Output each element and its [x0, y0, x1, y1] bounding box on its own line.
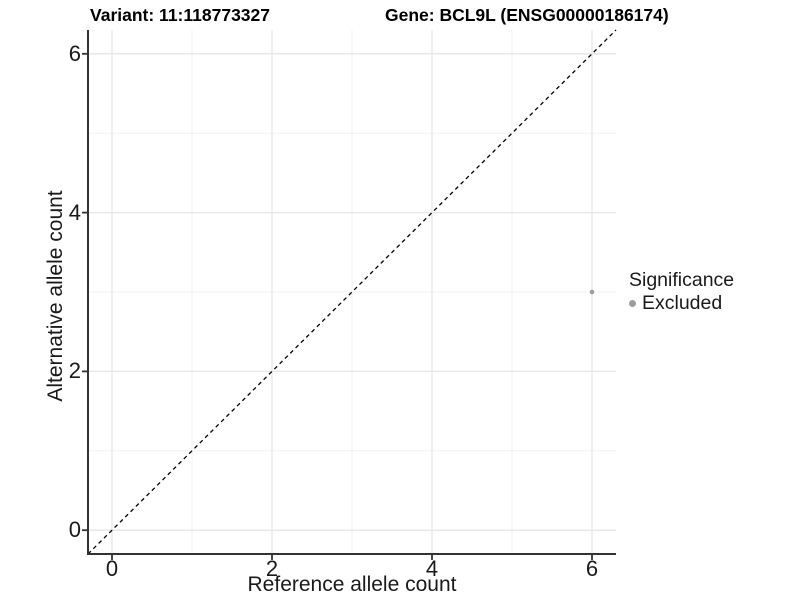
- data-point-excluded: [589, 289, 595, 295]
- legend-item-excluded: Excluded: [629, 293, 734, 313]
- x-tick-label-0: 0: [105, 556, 119, 581]
- y-tick-label-4: 4: [68, 199, 81, 225]
- x-tick-label-2: 2: [265, 556, 279, 581]
- x-tick-label-6: 6: [585, 556, 599, 581]
- legend-title: Significance: [629, 269, 735, 291]
- legend-point-icon: [629, 299, 636, 307]
- plot-title-gene: Gene: BCL9L (ENSG00000186174): [385, 5, 669, 25]
- x-tick-label-4: 4: [425, 556, 439, 581]
- y-axis-title: Alternative allele count: [44, 190, 67, 402]
- identity-reference-line: [87, 29, 617, 555]
- y-tick-label-6: 6: [68, 40, 81, 66]
- y-tick-label-0: 0: [68, 517, 81, 543]
- plot-title-variant: Variant: 11:118773327: [90, 5, 271, 25]
- legend-item-label: Excluded: [642, 292, 723, 314]
- y-tick-label-2: 2: [68, 358, 81, 384]
- legend: Significance Excluded: [629, 270, 734, 313]
- x-axis-title: Reference allele count: [247, 573, 457, 596]
